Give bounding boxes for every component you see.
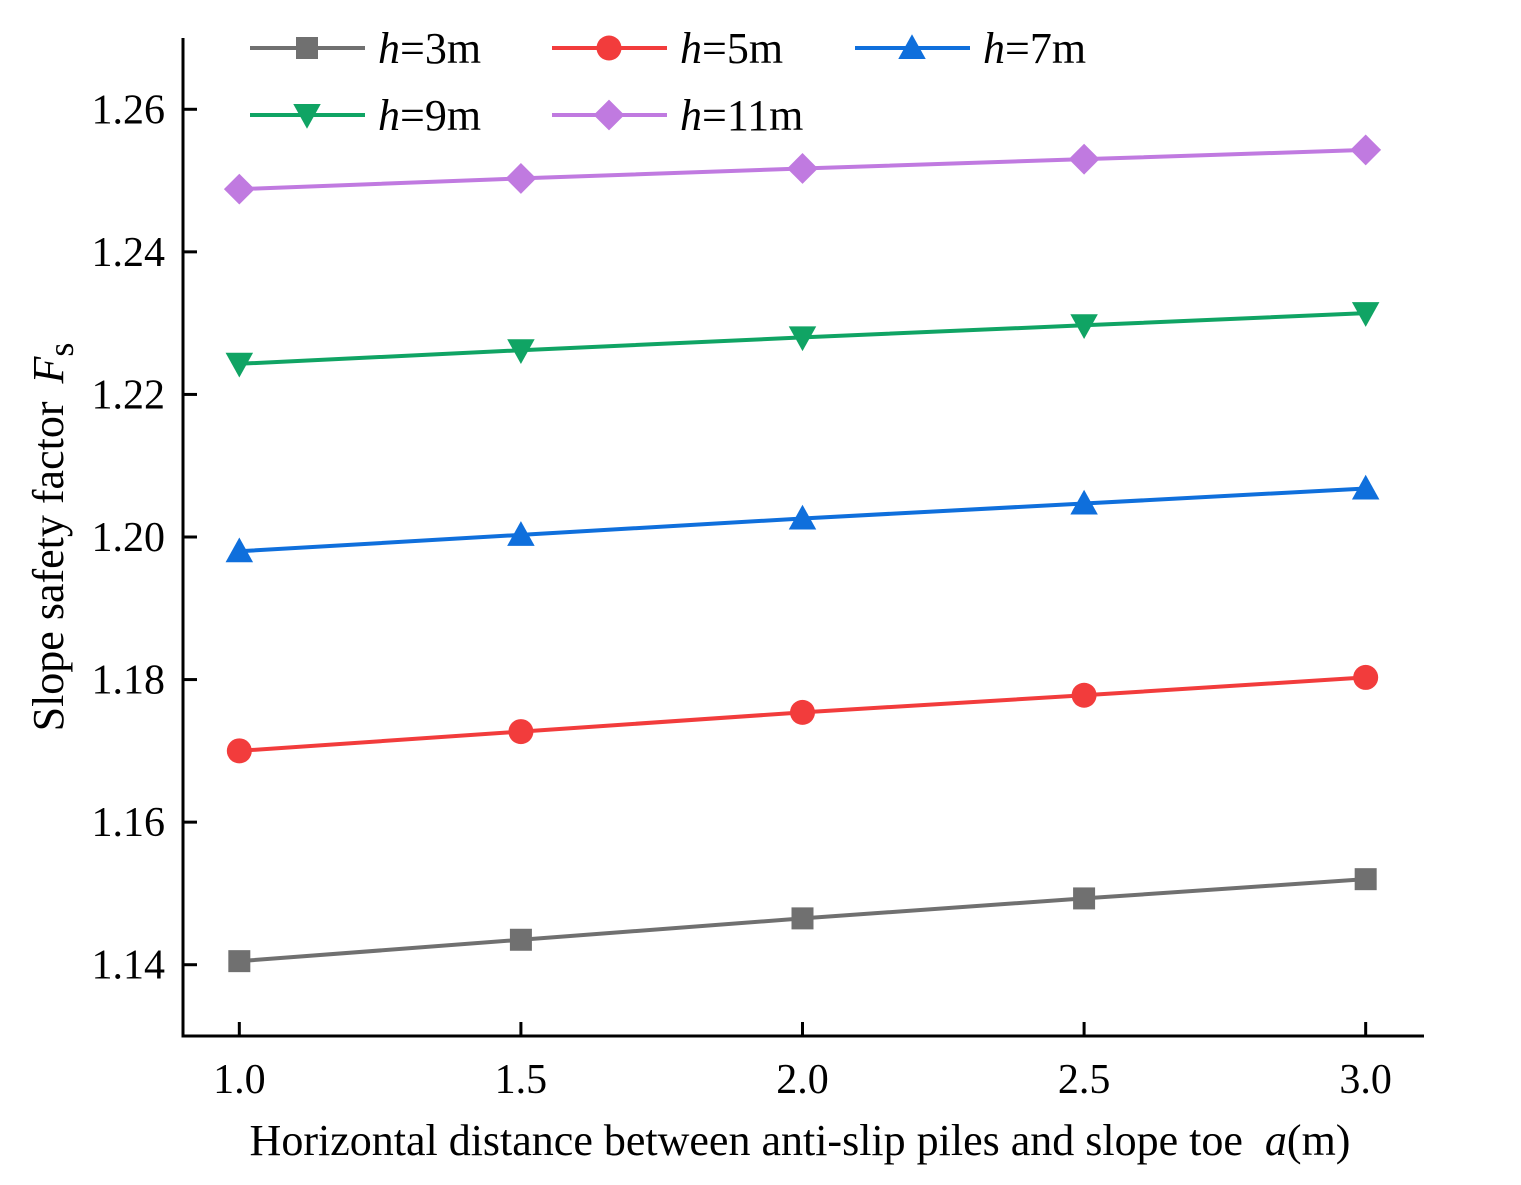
data-point bbox=[1068, 143, 1100, 175]
legend-marker bbox=[898, 34, 926, 59]
x-tick-label: 2.5 bbox=[1058, 1057, 1111, 1103]
x-axis-title-var: a bbox=[1265, 1116, 1287, 1165]
x-tick-label: 3.0 bbox=[1339, 1057, 1392, 1103]
y-axis-title-text: Slope safety factor bbox=[24, 401, 73, 731]
data-point bbox=[507, 339, 535, 364]
data-point bbox=[1070, 489, 1098, 515]
x-axis-title-text: Horizontal distance between anti-slip pi… bbox=[250, 1116, 1243, 1165]
legend-item: h=5m bbox=[552, 24, 783, 73]
legend-marker bbox=[593, 99, 625, 131]
data-point bbox=[791, 907, 814, 930]
legend-item: h=7m bbox=[855, 24, 1086, 73]
data-point bbox=[508, 719, 534, 745]
x-ticks: 1.0 1.5 2.0 2.5 3.0 bbox=[213, 1022, 1392, 1103]
legend-label: h=9m bbox=[378, 91, 481, 140]
legend: h=3m h=5m h=7m h=9m h=11m bbox=[250, 24, 1086, 140]
data-point bbox=[1354, 868, 1377, 891]
data-point bbox=[1351, 474, 1380, 500]
x-tick-label: 1.0 bbox=[213, 1057, 266, 1103]
y-tick-label: 1.26 bbox=[92, 87, 166, 133]
legend-label: h=11m bbox=[680, 91, 803, 140]
y-axis-title-sub: s bbox=[41, 343, 81, 357]
data-point bbox=[225, 537, 254, 563]
x-axis-title-unit: (m) bbox=[1287, 1116, 1351, 1165]
y-tick-label: 1.16 bbox=[92, 800, 166, 846]
data-point bbox=[788, 326, 817, 352]
y-tick-label: 1.22 bbox=[92, 372, 166, 418]
data-point bbox=[1073, 887, 1096, 910]
series-h-5m bbox=[226, 664, 1379, 764]
data-point bbox=[1070, 314, 1098, 340]
legend-label: h=3m bbox=[378, 24, 481, 73]
data-point bbox=[1353, 664, 1379, 690]
legend-marker bbox=[596, 35, 622, 61]
legend-marker bbox=[296, 37, 318, 59]
data-point bbox=[505, 163, 537, 194]
y-ticks: 1.14 1.16 1.18 1.20 1.22 1.24 1.26 bbox=[92, 87, 197, 989]
series-h-9m bbox=[225, 302, 1380, 378]
legend-item: h=11m bbox=[552, 91, 803, 140]
legend-marker bbox=[293, 104, 321, 129]
data-point bbox=[787, 153, 818, 184]
x-tick-label: 1.5 bbox=[495, 1057, 548, 1103]
x-tick-label: 2.0 bbox=[776, 1057, 829, 1103]
legend-item: h=3m bbox=[250, 24, 481, 73]
series-h-3m bbox=[228, 868, 1377, 973]
y-tick-label: 1.18 bbox=[92, 658, 166, 704]
y-axis-title: Slope safety factor Fs bbox=[24, 343, 81, 732]
legend-label: h=7m bbox=[983, 24, 1086, 73]
plot-series bbox=[223, 134, 1382, 973]
data-point bbox=[790, 699, 815, 725]
y-tick-label: 1.14 bbox=[92, 943, 166, 989]
data-point bbox=[226, 738, 252, 764]
legend-label: h=5m bbox=[680, 24, 783, 73]
data-point bbox=[1351, 302, 1380, 327]
data-point bbox=[1350, 134, 1382, 166]
y-tick-label: 1.24 bbox=[92, 230, 166, 276]
data-point bbox=[225, 352, 254, 378]
x-axis-title: Horizontal distance between anti-slip pi… bbox=[250, 1116, 1351, 1165]
series-h-7m bbox=[225, 474, 1380, 563]
series-h-11m bbox=[223, 134, 1382, 205]
data-point bbox=[228, 950, 251, 973]
y-tick-label: 1.20 bbox=[92, 515, 166, 561]
legend-item: h=9m bbox=[250, 91, 481, 140]
data-point bbox=[788, 504, 817, 530]
data-point bbox=[507, 521, 535, 546]
data-point bbox=[223, 173, 255, 205]
data-point bbox=[1071, 682, 1097, 708]
data-point bbox=[509, 928, 532, 951]
y-axis-title-var: F bbox=[24, 356, 73, 385]
